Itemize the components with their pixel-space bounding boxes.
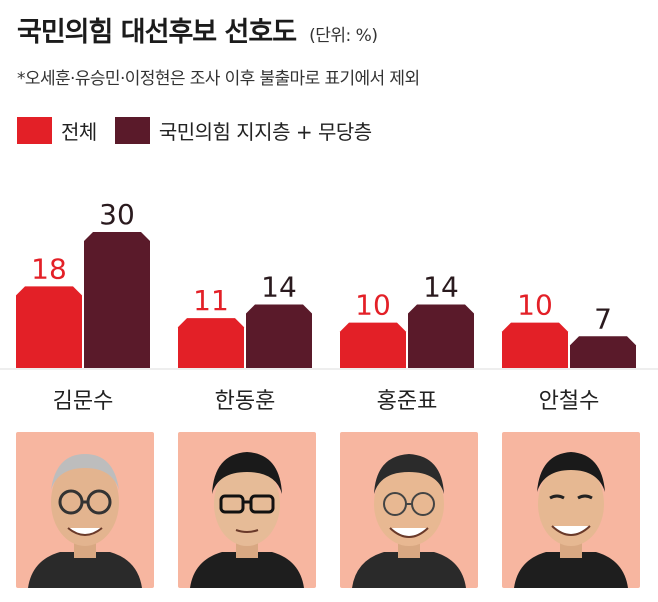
legend-label-party: 국민의힘 지지층 + 무당층 — [158, 120, 372, 144]
data-label: 14 — [423, 271, 459, 304]
bar-party — [408, 304, 474, 368]
data-label: 10 — [355, 289, 391, 322]
data-label: 30 — [99, 198, 135, 231]
legend-swatch-total — [17, 117, 52, 144]
bar-party — [570, 336, 636, 368]
bar-total — [340, 322, 406, 368]
candidate-photo — [16, 432, 154, 588]
legend: 전체 국민의힘 지지층 + 무당층 — [17, 116, 390, 145]
data-label: 18 — [31, 252, 67, 285]
title-row: 국민의힘 대선후보 선호도 (단위: %) — [17, 10, 378, 49]
category-label: 김문수 — [53, 389, 114, 414]
category-label: 안철수 — [539, 389, 600, 414]
legend-item-party: 국민의힘 지지층 + 무당층 — [114, 116, 372, 145]
bar-total — [16, 286, 82, 368]
bar-total — [502, 322, 568, 368]
bar-party — [84, 232, 150, 368]
bar-party — [246, 304, 312, 368]
unit-label: (단위: %) — [309, 26, 378, 46]
legend-swatch-party — [114, 117, 150, 144]
data-label: 11 — [193, 284, 229, 317]
category-label: 한동훈 — [215, 389, 276, 414]
portrait-icon — [28, 454, 142, 588]
category-label: 홍준표 — [377, 389, 438, 414]
legend-label-total: 전체 — [61, 120, 97, 144]
footnote: *오세훈·유승민·이정현은 조사 이후 불출마로 표기에서 제외 — [17, 69, 420, 89]
portrait-icon — [352, 454, 466, 588]
candidate-photo — [502, 432, 640, 588]
candidate-photo — [340, 432, 478, 588]
data-label: 7 — [594, 302, 612, 335]
chart-title: 국민의힘 대선후보 선호도 — [17, 17, 297, 48]
portrait-icon — [514, 452, 628, 588]
bar-total — [178, 318, 244, 368]
candidate-photo — [178, 432, 316, 588]
portrait-icon — [190, 452, 304, 588]
data-label: 14 — [261, 271, 297, 304]
bar-chart: 18 30 김문수 11 14 한동훈 10 14 홍준표 10 7 안철수 — [0, 198, 658, 414]
legend-item-total: 전체 — [17, 116, 97, 145]
data-label: 10 — [517, 289, 553, 322]
